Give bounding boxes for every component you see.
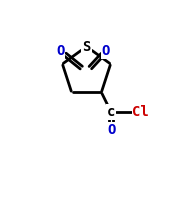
Text: O: O — [102, 44, 110, 58]
Text: O: O — [56, 44, 65, 58]
Text: c: c — [107, 105, 115, 119]
Text: Cl: Cl — [132, 105, 149, 119]
Text: S: S — [82, 40, 91, 54]
Text: O: O — [107, 123, 115, 137]
